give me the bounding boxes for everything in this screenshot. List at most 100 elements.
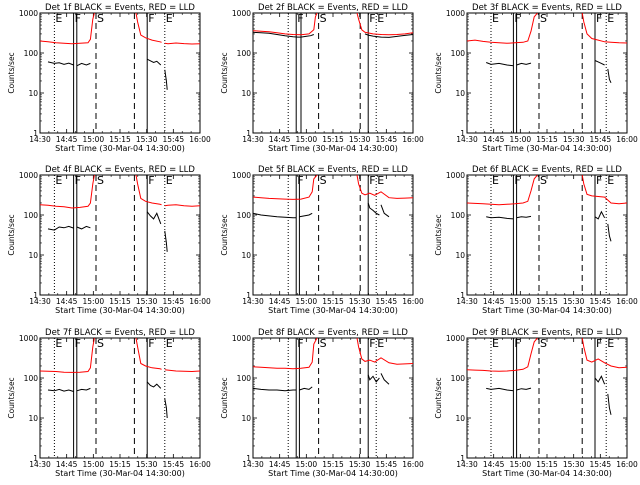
series-line-lld [253, 13, 318, 36]
series-line-lld [40, 13, 95, 45]
panel-title: Det 2f BLACK = Events, RED = LLD [258, 3, 408, 13]
series-line-events [594, 60, 605, 66]
series-line-events [607, 68, 612, 84]
series-line-events [299, 212, 313, 218]
x-tick-label: 14:30 [29, 460, 51, 469]
series-line-lld [135, 13, 162, 43]
x-axis-title: Start Time (30-Mar-04 14:30:00) [55, 144, 185, 153]
panel-3: Det 3f BLACK = Events, RED = LLD 14:30 14:… [434, 3, 638, 153]
x-tick-label: 16:00 [616, 135, 638, 144]
marker-label: E [607, 337, 614, 350]
y-tick-label: 10 [28, 89, 38, 98]
series-line-events [486, 62, 514, 67]
series-line-lld [467, 13, 538, 44]
x-tick-label: 15:00 [510, 460, 532, 469]
series-line-events [607, 223, 612, 242]
panel-2: Det 2f BLACK = Events, RED = LLD 14:30 14:… [220, 3, 424, 153]
x-tick-label: 16:00 [189, 135, 211, 144]
x-tick-label: 15:45 [376, 297, 398, 306]
x-tick-label: 16:00 [616, 460, 638, 469]
marker-label: E [166, 337, 173, 350]
series-line-lld [581, 338, 627, 369]
x-tick-label: 15:30 [563, 460, 585, 469]
y-tick-label: 100 [24, 374, 39, 383]
x-tick-label: 15:30 [563, 135, 585, 144]
series-line-events [253, 31, 314, 38]
x-axis-title: Start Time (30-Mar-04 14:30:00) [55, 306, 185, 315]
y-tick-label: 100 [237, 374, 252, 383]
panel-9: Det 9f BLACK = Events, RED = LLD 14:30 14:… [434, 328, 638, 478]
y-tick-label: 100 [451, 49, 466, 58]
x-tick-label: 14:45 [483, 297, 505, 306]
y-axis-title: Counts/sec [7, 214, 16, 255]
marker-label: F [514, 337, 520, 350]
x-tick-label: 15:00 [510, 135, 532, 144]
x-tick-label: 15:15 [109, 135, 131, 144]
marker-label: F [514, 12, 520, 25]
marker-label: F [369, 174, 375, 187]
series-line-events [47, 225, 74, 231]
series-line-events [364, 33, 413, 38]
marker-label: E [55, 337, 62, 350]
x-tick-label: 15:30 [349, 297, 371, 306]
marker-label: E [377, 12, 384, 25]
marker-label: F [297, 174, 303, 187]
series-line-lld [581, 175, 627, 205]
panel-title: Det 3f BLACK = Events, RED = LLD [472, 3, 622, 13]
x-tick-label: 15:30 [136, 135, 158, 144]
marker-label: E [55, 174, 62, 187]
y-tick-label: 100 [451, 374, 466, 383]
y-tick-label: 100 [24, 49, 39, 58]
y-tick-label: 100 [237, 49, 252, 58]
y-tick-label: 10 [28, 251, 38, 260]
x-tick-label: 14:45 [483, 460, 505, 469]
series-line-lld [356, 175, 413, 199]
series-line-events [516, 62, 532, 66]
panel-title: Det 6f BLACK = Events, RED = LLD [472, 165, 622, 175]
series-line-events [516, 387, 532, 391]
x-tick-label: 16:00 [402, 460, 424, 469]
series-line-events [164, 69, 168, 90]
plot-frame [252, 174, 414, 296]
y-tick-label: 100 [24, 211, 39, 220]
marker-label: F [369, 12, 375, 25]
x-axis-title: Start Time (30-Mar-04 14:30:00) [268, 144, 398, 153]
marker-label: E [492, 12, 499, 25]
x-tick-label: 15:30 [349, 135, 371, 144]
marker-label: F [148, 12, 154, 25]
series-line-events [164, 398, 168, 419]
series-line-events [594, 375, 606, 385]
series-line-events [47, 388, 74, 392]
x-tick-label: 14:30 [29, 135, 51, 144]
x-tick-label: 15:45 [376, 135, 398, 144]
x-tick-label: 14:45 [269, 297, 291, 306]
x-tick-label: 15:45 [163, 135, 185, 144]
x-tick-label: 15:00 [83, 135, 105, 144]
y-tick-label: 1 [33, 129, 38, 138]
x-tick-label: 15:45 [590, 460, 612, 469]
panel-title: Det 1f BLACK = Events, RED = LLD [45, 3, 195, 13]
x-tick-label: 16:00 [189, 297, 211, 306]
series-line-lld [467, 175, 538, 206]
y-tick-label: 1000 [446, 9, 465, 18]
plot-frame [252, 337, 414, 459]
y-tick-label: 1 [460, 454, 465, 463]
marker-label: E [377, 337, 384, 350]
marker-label: E [607, 174, 614, 187]
x-axis-title: Start Time (30-Mar-04 14:30:00) [482, 144, 612, 153]
y-tick-label: 1 [460, 291, 465, 300]
series-line-events [76, 225, 91, 230]
x-tick-label: 14:30 [242, 460, 264, 469]
x-axis-title: Start Time (30-Mar-04 14:30:00) [482, 469, 612, 478]
series-line-lld [40, 338, 95, 373]
marker-label: F [75, 174, 81, 187]
x-axis-title: Start Time (30-Mar-04 14:30:00) [268, 469, 398, 478]
marker-label: E [166, 12, 173, 25]
marker-label: E [492, 174, 499, 187]
y-tick-label: 100 [237, 211, 252, 220]
